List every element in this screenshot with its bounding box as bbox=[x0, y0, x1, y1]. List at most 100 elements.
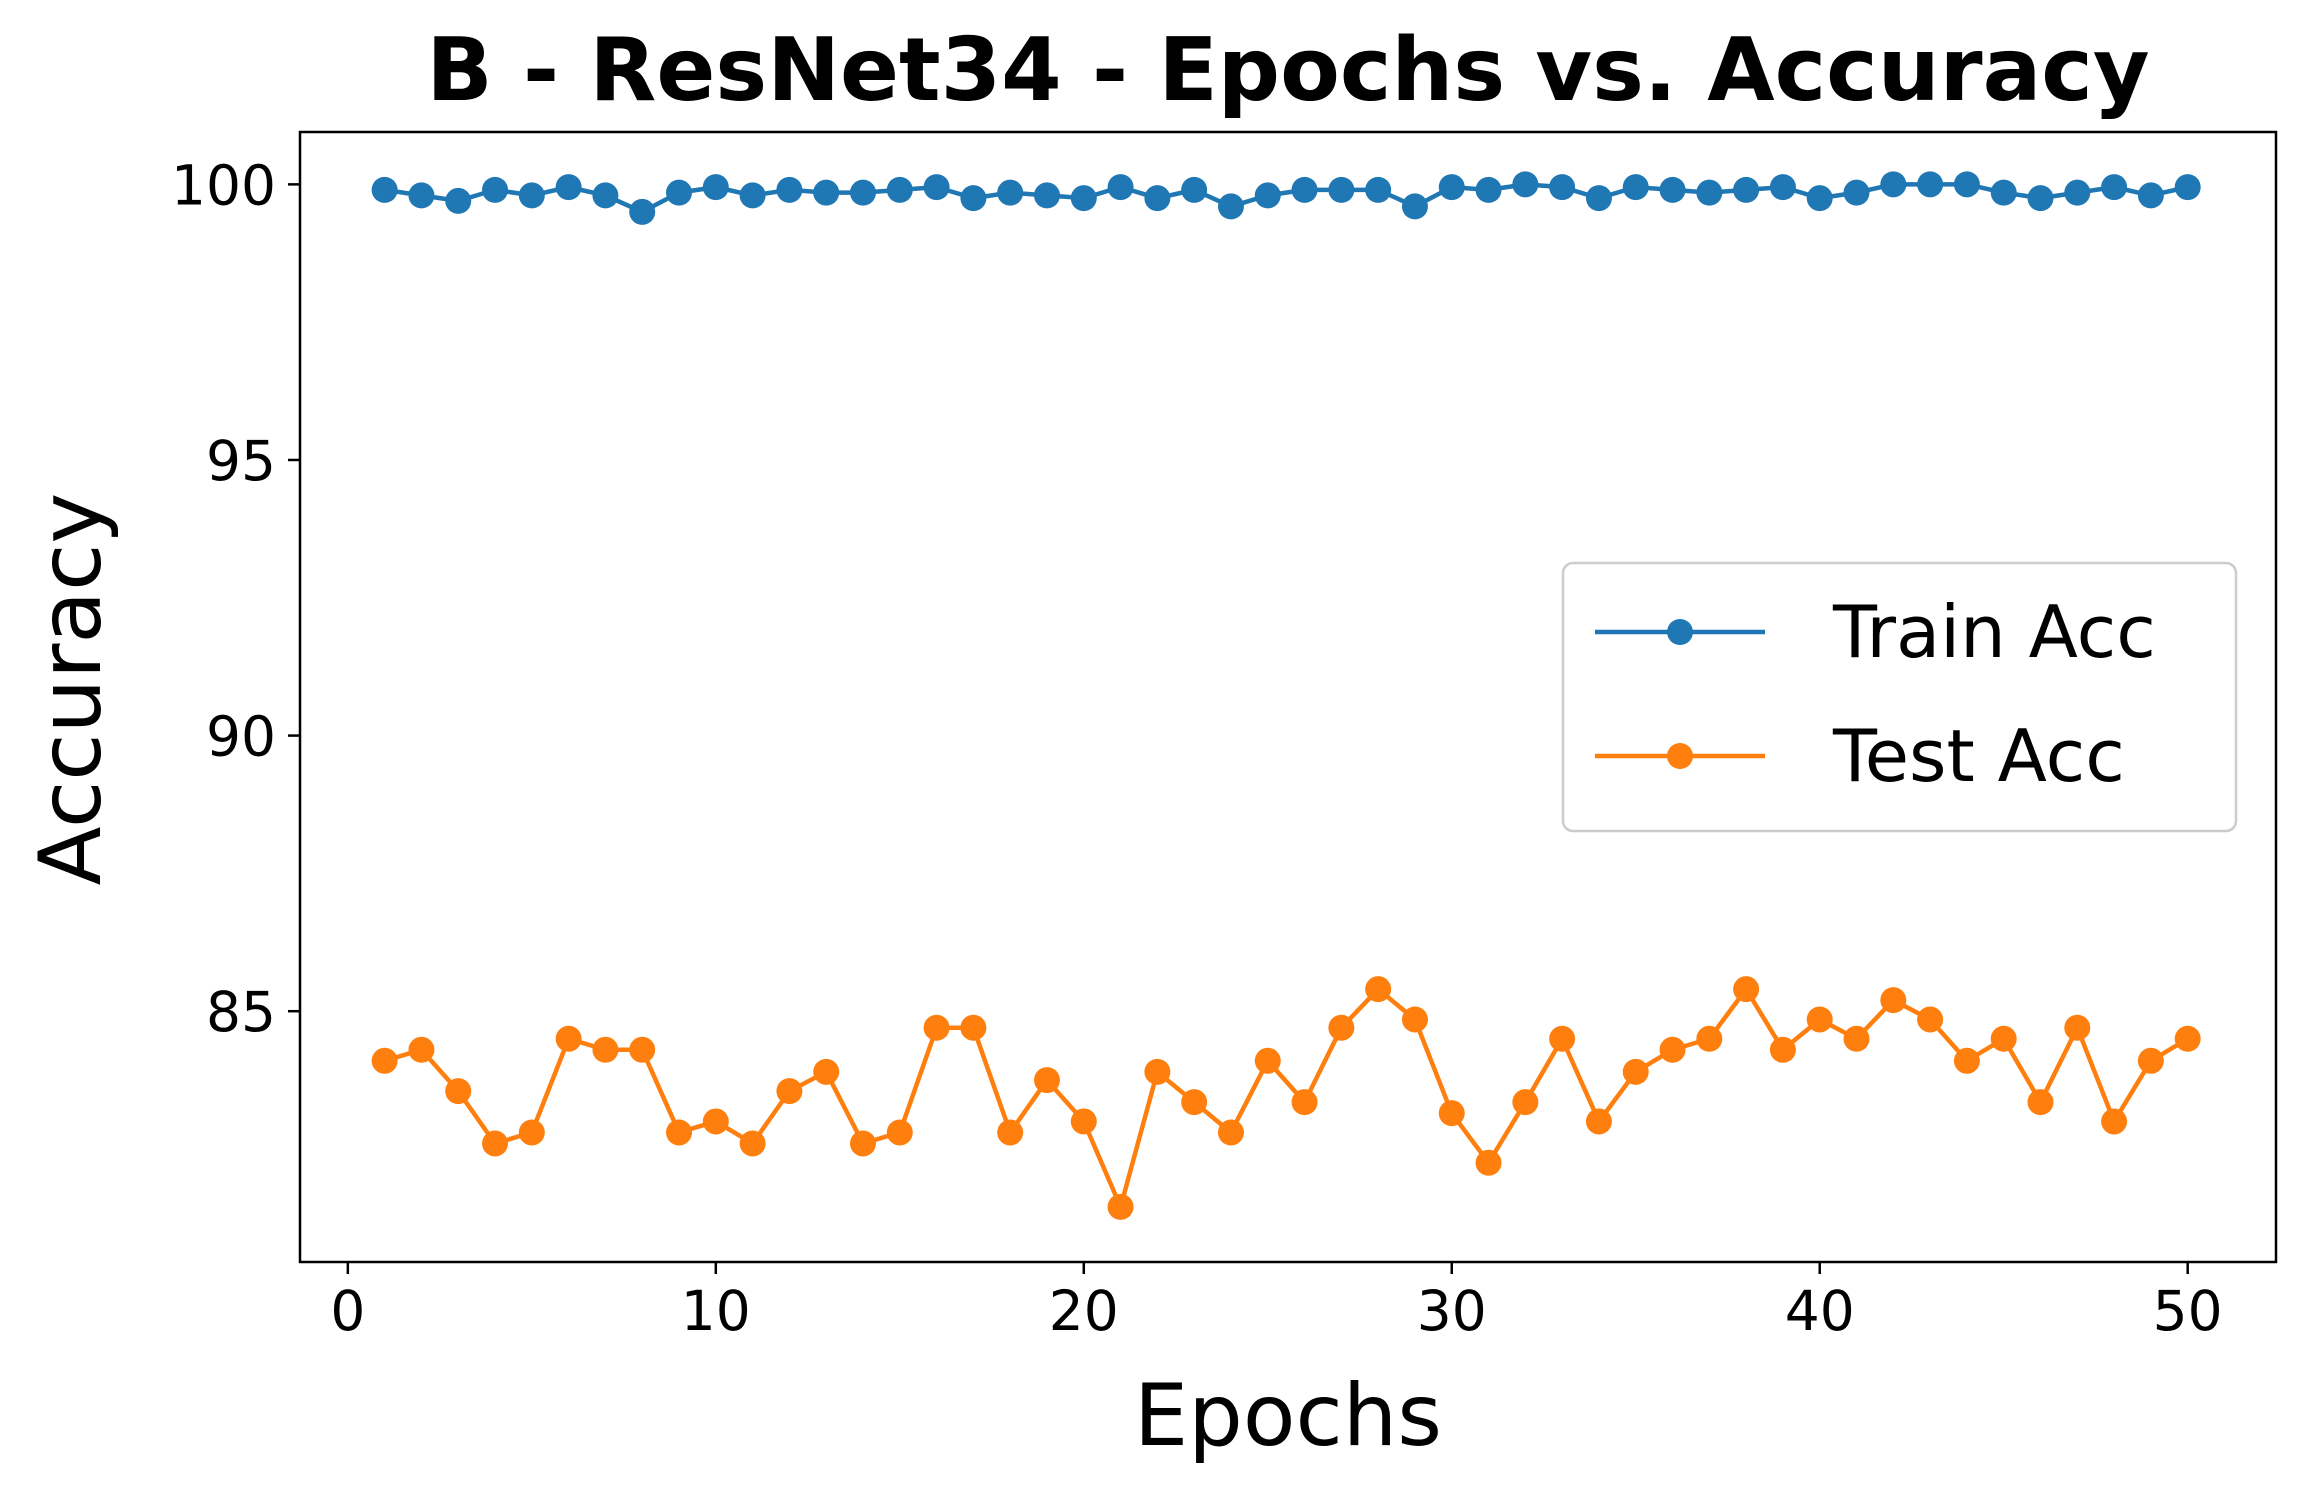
data-point bbox=[629, 1036, 656, 1063]
y-axis-label: Accuracy bbox=[21, 493, 121, 886]
data-point bbox=[408, 1036, 435, 1063]
data-point bbox=[849, 1130, 876, 1157]
data-point bbox=[1254, 1047, 1281, 1074]
data-point bbox=[1843, 179, 1870, 206]
data-point bbox=[1033, 182, 1060, 209]
data-point bbox=[482, 176, 509, 203]
series-train-acc bbox=[371, 171, 2201, 225]
data-point bbox=[1401, 1006, 1428, 1033]
data-point bbox=[1880, 987, 1907, 1014]
data-point bbox=[2064, 179, 2091, 206]
y-tick-label: 90 bbox=[206, 705, 276, 769]
data-point bbox=[739, 182, 766, 209]
data-point bbox=[813, 179, 840, 206]
data-point bbox=[886, 176, 913, 203]
y-tick-label: 85 bbox=[206, 980, 276, 1044]
data-point bbox=[739, 1130, 766, 1157]
data-point bbox=[2101, 174, 2128, 201]
data-point bbox=[2137, 182, 2164, 209]
x-tick-label: 30 bbox=[1417, 1279, 1487, 1343]
data-point bbox=[666, 1119, 693, 1146]
x-tick-label: 0 bbox=[330, 1279, 365, 1343]
data-point bbox=[2027, 185, 2054, 212]
data-point bbox=[1843, 1025, 1870, 1052]
data-point bbox=[1917, 1006, 1944, 1033]
data-point bbox=[849, 179, 876, 206]
data-point bbox=[1328, 1014, 1355, 1041]
data-point bbox=[2101, 1108, 2128, 1135]
data-point bbox=[1144, 185, 1171, 212]
legend-label: Train Acc bbox=[1832, 590, 2156, 674]
data-point bbox=[629, 198, 656, 225]
plot-frame bbox=[298, 130, 2278, 1264]
data-point bbox=[886, 1119, 913, 1146]
data-point bbox=[482, 1130, 509, 1157]
data-point bbox=[776, 1078, 803, 1105]
data-point bbox=[1438, 1100, 1465, 1127]
data-point bbox=[2027, 1089, 2054, 1116]
data-point bbox=[1622, 1058, 1649, 1085]
data-point bbox=[1659, 176, 1686, 203]
chart-title: B - ResNet34 - Epochs vs. Accuracy bbox=[426, 19, 2149, 121]
data-point bbox=[592, 1036, 619, 1063]
data-point bbox=[1107, 1193, 1134, 1220]
data-point bbox=[1365, 176, 1392, 203]
data-point bbox=[1475, 1149, 1502, 1176]
series-test-acc bbox=[371, 976, 2201, 1220]
data-point bbox=[1696, 1025, 1723, 1052]
data-point bbox=[702, 1108, 729, 1135]
data-point bbox=[1512, 1089, 1539, 1116]
data-point bbox=[1254, 182, 1281, 209]
data-point bbox=[445, 187, 472, 214]
data-point bbox=[592, 182, 619, 209]
data-point bbox=[1953, 1047, 1980, 1074]
data-point bbox=[2174, 174, 2201, 201]
data-point bbox=[1291, 1089, 1318, 1116]
x-axis-label: Epochs bbox=[1134, 1366, 1442, 1466]
legend-marker bbox=[1667, 743, 1693, 769]
legend-marker bbox=[1667, 619, 1693, 645]
series-layer bbox=[371, 171, 2201, 1220]
data-point bbox=[1659, 1036, 1686, 1063]
data-point bbox=[1181, 1089, 1208, 1116]
series-line bbox=[384, 182, 2189, 215]
data-point bbox=[408, 182, 435, 209]
data-point bbox=[997, 1119, 1024, 1146]
data-point bbox=[1696, 179, 1723, 206]
data-point bbox=[1512, 171, 1539, 198]
data-point bbox=[1328, 176, 1355, 203]
data-point bbox=[1953, 171, 1980, 198]
legend: Train Acc Test Acc bbox=[1561, 561, 2238, 833]
data-point bbox=[1291, 176, 1318, 203]
data-point bbox=[1033, 1067, 1060, 1094]
data-point bbox=[2137, 1047, 2164, 1074]
data-point bbox=[555, 174, 582, 201]
data-point bbox=[1806, 1006, 1833, 1033]
data-point bbox=[702, 174, 729, 201]
data-point bbox=[1990, 179, 2017, 206]
data-point bbox=[2174, 1025, 2201, 1052]
y-tick-label: 100 bbox=[171, 153, 276, 217]
data-point bbox=[371, 1047, 398, 1074]
data-point bbox=[555, 1025, 582, 1052]
data-point bbox=[1438, 174, 1465, 201]
legend-label: Test Acc bbox=[1832, 714, 2125, 798]
data-point bbox=[1585, 185, 1612, 212]
data-point bbox=[1990, 1025, 2017, 1052]
x-tick-label: 50 bbox=[2153, 1279, 2223, 1343]
data-point bbox=[1107, 174, 1134, 201]
data-point bbox=[1070, 185, 1097, 212]
x-tick-label: 40 bbox=[1785, 1279, 1855, 1343]
data-point bbox=[666, 179, 693, 206]
data-point bbox=[2064, 1014, 2091, 1041]
data-point bbox=[518, 182, 545, 209]
data-point bbox=[1144, 1058, 1171, 1085]
data-point bbox=[1585, 1108, 1612, 1135]
data-point bbox=[813, 1058, 840, 1085]
data-point bbox=[1806, 185, 1833, 212]
data-point bbox=[1769, 174, 1796, 201]
data-point bbox=[960, 185, 987, 212]
data-point bbox=[1401, 193, 1428, 220]
data-point bbox=[1733, 976, 1760, 1003]
